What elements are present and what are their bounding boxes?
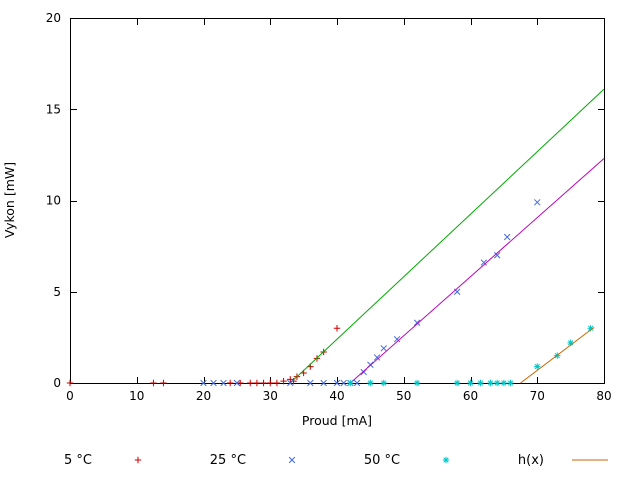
y-axis-label: Vykon [mW] — [2, 162, 17, 238]
legend-star-marker-icon — [442, 456, 450, 464]
series-line-h-x — [520, 326, 595, 384]
series-point-50-c — [347, 379, 354, 387]
legend-line-sample-icon — [571, 459, 608, 461]
series-point-50-c — [367, 379, 374, 387]
series-point-5-c — [150, 379, 157, 387]
series-point-50-c — [487, 379, 494, 387]
y-tick-label: 10 — [46, 194, 61, 208]
series-point-25-c — [320, 379, 327, 387]
x-tick-label: 10 — [129, 389, 144, 403]
x-tick-label: 70 — [530, 389, 545, 403]
series-point-5-c — [333, 325, 341, 332]
series-point-5-c — [267, 379, 274, 387]
series-point-5-c — [66, 379, 74, 387]
legend-label-50c: 50 °C — [363, 452, 401, 468]
series-point-50-c — [413, 379, 421, 387]
series-point-25-c — [233, 379, 241, 387]
series-point-50-c — [494, 379, 501, 387]
series-point-50-c — [477, 379, 484, 387]
x-tick-label: 40 — [329, 389, 344, 403]
x-tick-label: 20 — [196, 389, 211, 403]
series-point-5-c — [287, 376, 294, 383]
series-point-50-c — [587, 325, 594, 332]
y-tick-label: 0 — [53, 376, 61, 390]
series-point-25-c — [200, 379, 207, 387]
series-point-25-c — [333, 379, 341, 387]
legend-item-5c: 5 °C — [64, 453, 158, 468]
legend-plus-marker-icon — [134, 456, 142, 464]
series-point-25-c — [353, 379, 361, 387]
legend-item-hx: h(x) — [518, 453, 610, 468]
legend-label-5c: 5 °C — [64, 452, 92, 468]
series-point-50-c — [507, 379, 514, 387]
series-point-25-c — [307, 379, 314, 387]
legend-label-hx: h(x) — [517, 452, 544, 468]
series-point-25-c — [480, 259, 488, 266]
y-tick-label: 15 — [46, 102, 61, 116]
legend-label-25c: 25 °C — [209, 452, 247, 468]
series-point-25-c — [413, 319, 421, 327]
series-point-25-c — [380, 345, 387, 352]
series-line-25-c-fit — [350, 158, 605, 384]
legend-star-sample — [442, 456, 450, 464]
series-point-25-c — [534, 199, 541, 206]
y-tick-label: 5 — [53, 285, 61, 299]
series-point-50-c — [453, 379, 461, 387]
x-tick-label: 50 — [396, 389, 411, 403]
series-point-5-c — [260, 379, 267, 387]
series-point-25-c — [503, 233, 511, 241]
series-point-25-c — [393, 335, 401, 343]
series-point-25-c — [340, 379, 347, 387]
x-tick-label: 30 — [263, 389, 278, 403]
series-point-5-c — [160, 379, 167, 387]
series-point-5-c — [237, 379, 244, 387]
series-point-5-c — [280, 377, 287, 385]
series-point-25-c — [220, 379, 227, 387]
series-point-25-c — [373, 354, 381, 361]
legend: 5 °C 25 °C 50 °C h(x) — [64, 442, 610, 478]
series-line-5-c-fit — [289, 88, 605, 384]
series-point-50-c — [380, 379, 387, 387]
legend-item-50c: 50 °C — [364, 453, 466, 468]
legend-plus-sample — [134, 456, 142, 464]
plot-canvas: 0 10 20 30 40 50 60 70 80 0 5 10 15 20 Vykon [mW] Pro… — [2, 11, 612, 428]
series-point-25-c — [210, 379, 217, 387]
series-point-25-c — [493, 252, 501, 259]
legend-item-25c: 25 °C — [210, 453, 312, 468]
y-tick-label: 20 — [46, 11, 61, 25]
x-tick-label: 60 — [463, 389, 478, 403]
series-point-50-c — [534, 363, 541, 370]
series-point-25-c — [287, 379, 294, 387]
legend-times-sample — [288, 456, 296, 464]
series-point-50-c — [467, 379, 474, 387]
x-tick-label: 0 — [66, 389, 74, 403]
series-point-50-c — [567, 339, 574, 347]
x-axis-label: Proud [mA] — [302, 413, 372, 428]
series-point-5-c — [273, 379, 281, 387]
series-point-5-c — [253, 379, 261, 387]
series-point-5-c — [247, 379, 254, 387]
x-tick-label: 80 — [596, 389, 611, 403]
series-point-5-c — [227, 379, 234, 387]
legend-times-marker-icon — [288, 456, 296, 464]
plot-layer: 0 10 20 30 40 50 60 70 80 0 5 10 15 20 — [46, 11, 612, 403]
series-point-50-c — [500, 379, 508, 387]
